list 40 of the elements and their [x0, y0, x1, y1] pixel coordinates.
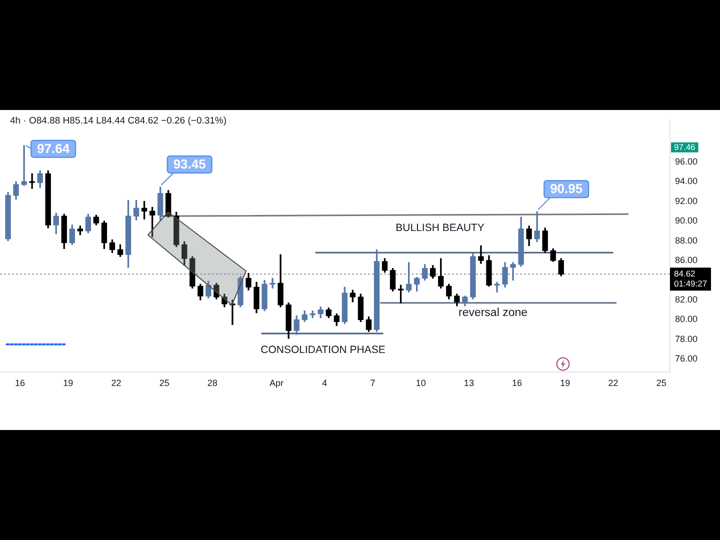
candlestick [21, 145, 27, 186]
y-tick-label: 92.00 [675, 196, 698, 206]
x-tick-label: 28 [207, 378, 218, 388]
y-tick-label: 94.00 [675, 176, 698, 186]
annotation: 97.46 [674, 142, 696, 152]
x-tick-label: 13 [464, 378, 474, 388]
x-tick-label: 19 [560, 378, 570, 388]
y-tick-label: 88.00 [675, 235, 698, 246]
candlestick [29, 173, 35, 189]
candlestick [270, 278, 276, 288]
y-tick-label: 78.00 [675, 334, 698, 344]
annotation: CONSOLIDATION PHASE [260, 344, 386, 356]
annotation: BULLISH BEAUTY [396, 222, 484, 234]
x-tick-label: 19 [63, 378, 74, 388]
x-tick-label: Apr [270, 378, 284, 388]
x-tick-label: 16 [512, 378, 522, 388]
y-tick-label: 90.00 [675, 216, 698, 226]
y-tick-label: 76.00 [675, 354, 698, 364]
candlestick [230, 300, 236, 325]
y-tick-label: 96.00 [675, 156, 698, 166]
x-tick-label: 10 [416, 378, 426, 388]
x-tick-label: 22 [608, 378, 618, 388]
x-tick-label: 25 [656, 378, 666, 388]
x-tick-label: 25 [159, 378, 170, 388]
x-tick-label: 22 [111, 378, 122, 388]
candlestick [494, 282, 500, 292]
x-tick-label: 7 [370, 378, 376, 388]
candlestick [510, 262, 516, 281]
y-tick-label: 80.00 [675, 314, 698, 324]
x-tick-label: 4 [322, 378, 328, 388]
annotation: reversal zone [458, 307, 528, 320]
annotation: 93.45 [173, 156, 206, 172]
annotation: 97.64 [37, 140, 70, 156]
x-tick-label: 16 [15, 378, 26, 388]
ref-line-label: 84.62 [674, 268, 696, 278]
y-tick-label: 82.00 [675, 294, 698, 304]
text: 01:49:27 [674, 278, 708, 288]
annotation: 90.95 [550, 181, 583, 196]
y-tick-label: 86.00 [675, 254, 698, 265]
chart-title: 4h · O84.88 H85.14 L84.44 C84.62 −0.26 (−0.31%) [10, 116, 227, 127]
